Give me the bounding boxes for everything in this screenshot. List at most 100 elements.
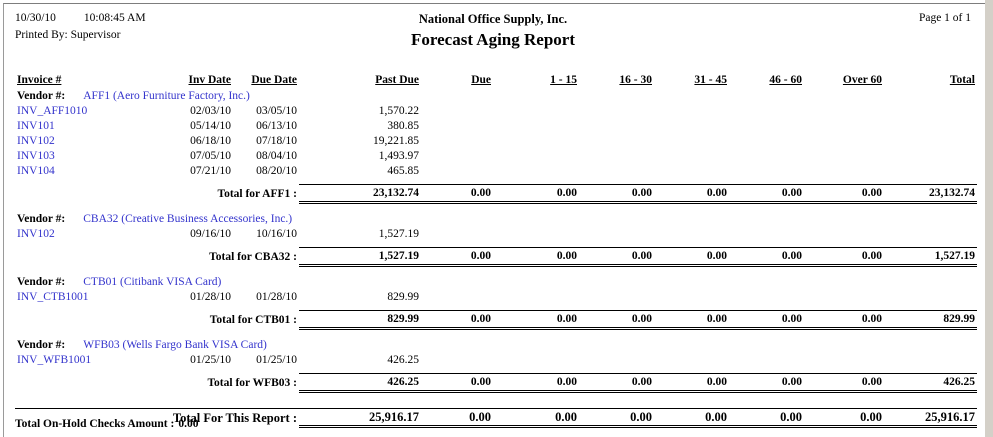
total-cell: 0.00 xyxy=(421,309,493,330)
total-cell: 0.00 xyxy=(493,372,579,393)
cell-due-date: 08/20/10 xyxy=(256,165,297,177)
cell-empty xyxy=(884,227,977,242)
group-total-label: Total for CTB01 : xyxy=(209,314,297,326)
cell-past-due: 829.99 xyxy=(387,291,419,303)
cell-empty xyxy=(421,353,493,368)
total-cell: 0.00 xyxy=(654,372,729,393)
total-cell: 0.00 xyxy=(729,309,804,330)
cell-past-due: 426.25 xyxy=(387,354,419,366)
print-date: 10/30/10 xyxy=(15,12,56,24)
cell-inv-date: 06/18/10 xyxy=(190,135,231,147)
cell-empty xyxy=(579,164,654,179)
total-cell: 0.00 xyxy=(493,309,579,330)
report-header: 10/30/10 10:08:45 AM Printed By: Supervi… xyxy=(4,10,985,50)
cell-inv-date: 05/14/10 xyxy=(190,120,231,132)
vendor-label: Vendor #: xyxy=(17,90,66,102)
page-indicator: Page 1 of 1 xyxy=(918,12,971,24)
cell-empty xyxy=(493,119,579,134)
cell-empty xyxy=(579,149,654,164)
cell-empty xyxy=(729,353,804,368)
cell-empty xyxy=(654,290,729,305)
cell-empty xyxy=(729,290,804,305)
cell-empty xyxy=(729,149,804,164)
cell-past-due: 465.85 xyxy=(387,165,419,177)
invoice-row: INV_AFF1010 02/03/10 03/05/10 1,570.22 xyxy=(15,104,977,119)
on-hold-value: 0.00 xyxy=(178,418,199,430)
report-title: Forecast Aging Report xyxy=(411,30,575,49)
invoice-row: INV103 07/05/10 08/04/10 1,493.97 xyxy=(15,149,977,164)
vendor-row: Vendor #: WFB03 (Wells Fargo Bank VISA Ca… xyxy=(15,338,977,353)
total-cell: 0.00 xyxy=(579,372,654,393)
report-total-cell: 25,916.17 xyxy=(884,407,977,428)
cell-inv-date: 02/03/10 xyxy=(190,105,231,117)
cell-empty xyxy=(421,119,493,134)
cell-empty xyxy=(729,227,804,242)
cell-empty xyxy=(884,119,977,134)
cell-inv-date: 07/05/10 xyxy=(190,150,231,162)
cell-empty xyxy=(804,164,884,179)
group-total-row: Total for CTB01 : 829.99 0.00 0.00 0.00 … xyxy=(15,309,977,330)
total-cell: 0.00 xyxy=(654,246,729,267)
total-cell: 829.99 xyxy=(299,309,421,330)
total-cell: 0.00 xyxy=(654,309,729,330)
cell-inv-date: 01/25/10 xyxy=(190,354,231,366)
invoice-link[interactable]: INV102 xyxy=(17,228,55,240)
total-cell: 829.99 xyxy=(884,309,977,330)
total-cell: 1,527.19 xyxy=(884,246,977,267)
vendor-link[interactable]: CTB01 (Citibank VISA Card) xyxy=(83,276,222,288)
total-cell: 0.00 xyxy=(654,183,729,204)
on-hold-label: Total On-Hold Checks Amount : xyxy=(15,418,175,430)
cell-due-date: 01/28/10 xyxy=(256,291,297,303)
total-cell: 0.00 xyxy=(804,309,884,330)
report-total-cell: 0.00 xyxy=(579,407,654,428)
vendor-link[interactable]: WFB03 (Wells Fargo Bank VISA Card) xyxy=(83,339,267,351)
report-total-cell: 0.00 xyxy=(493,407,579,428)
column-header-inv-date: Inv Date xyxy=(188,74,232,86)
cell-inv-date: 09/16/10 xyxy=(190,228,231,240)
cell-empty xyxy=(493,227,579,242)
vendor-row: Vendor #: CBA32 (Creative Business Access… xyxy=(15,212,977,227)
invoice-row: INV101 05/14/10 06/13/10 380.85 xyxy=(15,119,977,134)
cell-empty xyxy=(493,104,579,119)
column-header-row: Invoice # Inv Date Due Date Past Due Due… xyxy=(15,74,977,89)
cell-inv-date: 01/28/10 xyxy=(190,291,231,303)
cell-empty xyxy=(579,119,654,134)
cell-empty xyxy=(654,353,729,368)
cell-empty xyxy=(884,353,977,368)
total-cell: 0.00 xyxy=(421,372,493,393)
total-cell: 426.25 xyxy=(884,372,977,393)
cell-empty xyxy=(493,290,579,305)
spacer xyxy=(15,202,977,212)
column-header-1-15: 1 - 15 xyxy=(550,74,577,86)
cell-empty xyxy=(579,227,654,242)
invoice-link[interactable]: INV_AFF1010 xyxy=(17,105,88,117)
invoice-row: INV_WFB1001 01/25/10 01/25/10 426.25 xyxy=(15,353,977,368)
vendor-link[interactable]: AFF1 (Aero Furniture Factory, Inc.) xyxy=(83,90,250,102)
vendor-link[interactable]: CBA32 (Creative Business Accessories, In… xyxy=(83,213,293,225)
group-total-row: Total for WFB03 : 426.25 0.00 0.00 0.00 … xyxy=(15,372,977,393)
cell-empty xyxy=(654,149,729,164)
cell-past-due: 1,493.97 xyxy=(378,150,419,162)
invoice-link[interactable]: INV_CTB1001 xyxy=(17,291,89,303)
header-center: National Office Supply, Inc. Forecast Ag… xyxy=(411,12,575,50)
column-header-total: Total xyxy=(949,74,975,86)
cell-empty xyxy=(421,149,493,164)
invoice-link[interactable]: INV104 xyxy=(17,165,55,177)
cell-empty xyxy=(804,119,884,134)
invoice-link[interactable]: INV102 xyxy=(17,135,55,147)
invoice-link[interactable]: INV101 xyxy=(17,120,55,132)
invoice-link[interactable]: INV_WFB1001 xyxy=(17,354,92,366)
invoice-row: INV_CTB1001 01/28/10 01/28/10 829.99 xyxy=(15,290,977,305)
vendor-label: Vendor #: xyxy=(17,276,66,288)
total-cell: 0.00 xyxy=(729,183,804,204)
company-name: National Office Supply, Inc. xyxy=(418,12,568,26)
report-total-row: Total For This Report : 25,916.17 0.00 0… xyxy=(15,407,977,428)
cell-empty xyxy=(493,353,579,368)
invoice-link[interactable]: INV103 xyxy=(17,150,55,162)
printed-by: Printed By: Supervisor xyxy=(15,29,121,41)
column-header-over-60: Over 60 xyxy=(842,74,882,86)
report-page: 10/30/10 10:08:45 AM Printed By: Supervi… xyxy=(3,3,985,437)
total-cell: 0.00 xyxy=(493,246,579,267)
cell-empty xyxy=(579,353,654,368)
vendor-label: Vendor #: xyxy=(17,213,66,225)
